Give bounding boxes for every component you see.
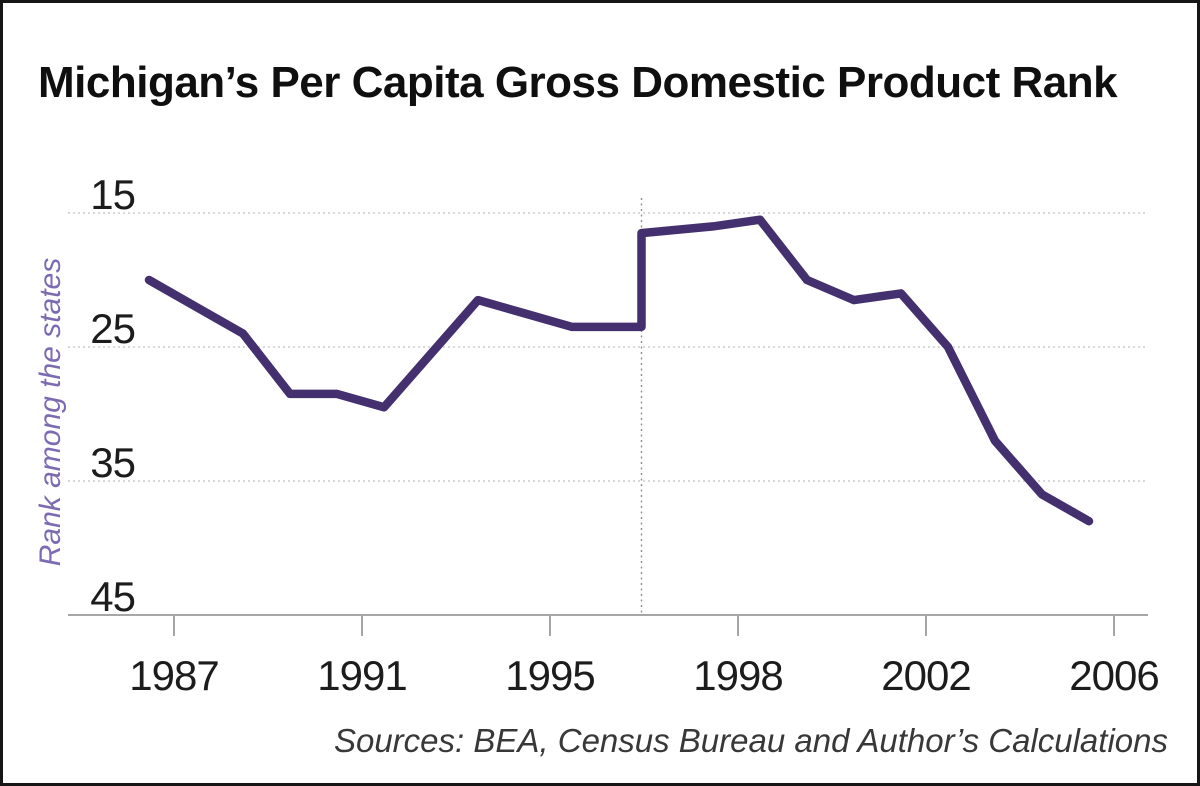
chart-title: Michigan’s Per Capita Gross Domestic Pro… [38, 58, 1118, 107]
michigan-rank-line [144, 215, 1094, 526]
y-tick-label: 35 [90, 439, 136, 486]
y-tick-label: 15 [90, 171, 136, 218]
x-tick-label: 1995 [505, 652, 595, 699]
y-tick-label: 25 [90, 305, 136, 352]
x-tick-label: 1998 [693, 652, 783, 699]
x-tick-label: 1987 [129, 652, 219, 699]
x-tick-label: 1991 [317, 652, 407, 699]
y-tick-label: 45 [90, 573, 136, 620]
x-tick-label: 2002 [881, 652, 971, 699]
source-note: Sources: BEA, Census Bureau and Author’s… [333, 722, 1168, 759]
x-tick-label: 2006 [1069, 652, 1159, 699]
